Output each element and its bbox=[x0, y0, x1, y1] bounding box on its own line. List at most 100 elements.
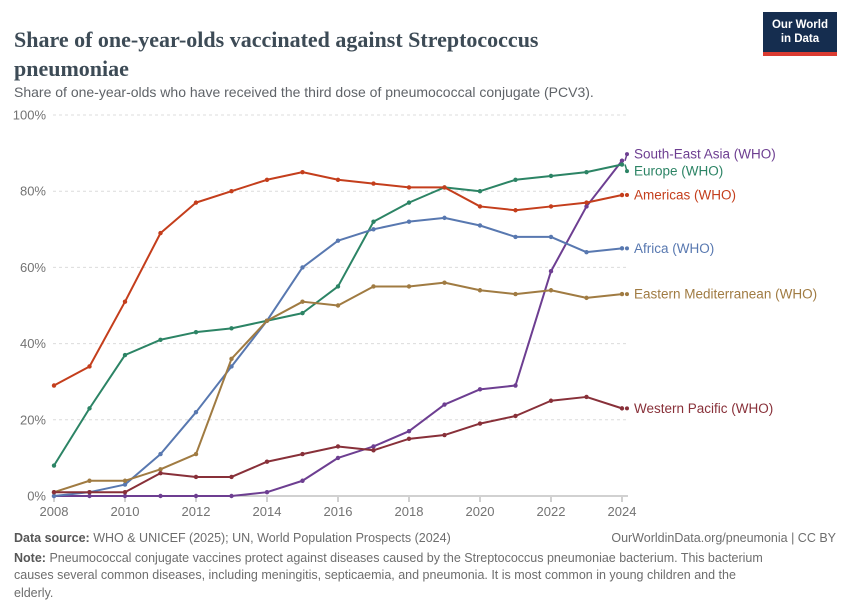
series-label-americas-who[interactable]: Americas (WHO) bbox=[634, 188, 736, 203]
data-point[interactable] bbox=[548, 398, 554, 403]
data-point[interactable] bbox=[87, 364, 92, 369]
data-point[interactable] bbox=[158, 493, 163, 499]
series-label-eastern-mediterranean-who[interactable]: Eastern Mediterranean (WHO) bbox=[634, 287, 817, 302]
data-point[interactable] bbox=[122, 299, 128, 304]
data-point[interactable] bbox=[264, 177, 270, 182]
data-point[interactable] bbox=[193, 493, 199, 499]
series-label-western-pacific-who[interactable]: Western Pacific (WHO) bbox=[634, 401, 773, 416]
data-point[interactable] bbox=[548, 234, 554, 240]
data-point[interactable] bbox=[442, 402, 447, 407]
series-label-south-east-asia-who[interactable]: South-East Asia (WHO) bbox=[634, 147, 776, 162]
data-point[interactable] bbox=[122, 352, 128, 358]
data-point[interactable] bbox=[406, 429, 412, 434]
data-point[interactable] bbox=[193, 451, 199, 457]
data-point[interactable] bbox=[264, 459, 270, 464]
data-point[interactable] bbox=[584, 169, 589, 175]
markers-americas-who[interactable] bbox=[51, 169, 625, 388]
data-point[interactable] bbox=[477, 223, 483, 228]
data-point[interactable] bbox=[477, 189, 483, 194]
data-point[interactable] bbox=[51, 463, 57, 468]
data-point[interactable] bbox=[229, 326, 234, 331]
data-point[interactable] bbox=[264, 489, 270, 495]
data-point[interactable] bbox=[335, 303, 341, 308]
data-point[interactable] bbox=[513, 291, 518, 297]
data-point[interactable] bbox=[300, 310, 305, 316]
data-point[interactable] bbox=[300, 169, 305, 175]
data-point[interactable] bbox=[548, 204, 554, 209]
data-point[interactable] bbox=[51, 493, 57, 499]
data-point[interactable] bbox=[477, 421, 483, 426]
data-point[interactable] bbox=[87, 478, 92, 483]
data-point[interactable] bbox=[87, 493, 92, 499]
data-point[interactable] bbox=[300, 451, 305, 457]
data-point[interactable] bbox=[619, 192, 625, 198]
data-point[interactable] bbox=[619, 158, 625, 163]
data-point[interactable] bbox=[548, 269, 554, 274]
data-point[interactable] bbox=[442, 215, 447, 221]
data-point[interactable] bbox=[87, 406, 92, 411]
data-point[interactable] bbox=[193, 329, 199, 335]
data-point[interactable] bbox=[584, 249, 589, 255]
data-point[interactable] bbox=[584, 295, 589, 301]
data-point[interactable] bbox=[300, 265, 305, 270]
data-point[interactable] bbox=[264, 318, 270, 323]
data-point[interactable] bbox=[51, 489, 57, 495]
data-point[interactable] bbox=[158, 467, 163, 472]
data-point[interactable] bbox=[229, 474, 234, 480]
data-point[interactable] bbox=[477, 204, 483, 209]
data-point[interactable] bbox=[335, 284, 341, 289]
data-point[interactable] bbox=[158, 337, 163, 342]
data-point[interactable] bbox=[193, 200, 199, 205]
data-point[interactable] bbox=[122, 478, 128, 483]
data-point[interactable] bbox=[122, 493, 128, 499]
data-point[interactable] bbox=[122, 489, 128, 495]
data-point[interactable] bbox=[442, 432, 447, 438]
data-point[interactable] bbox=[513, 234, 518, 240]
data-point[interactable] bbox=[158, 451, 163, 457]
data-point[interactable] bbox=[371, 444, 376, 449]
data-point[interactable] bbox=[513, 413, 518, 419]
data-point[interactable] bbox=[335, 455, 341, 461]
data-point[interactable] bbox=[229, 189, 234, 194]
data-point[interactable] bbox=[548, 173, 554, 179]
markers-south-east-asia-who[interactable] bbox=[51, 158, 625, 499]
data-point[interactable] bbox=[371, 448, 376, 453]
data-point[interactable] bbox=[229, 356, 234, 362]
data-point[interactable] bbox=[584, 200, 589, 205]
data-point[interactable] bbox=[371, 284, 376, 289]
data-point[interactable] bbox=[584, 204, 589, 209]
data-point[interactable] bbox=[122, 482, 128, 487]
line-africa-who[interactable] bbox=[53, 216, 623, 497]
data-point[interactable] bbox=[371, 227, 376, 232]
data-point[interactable] bbox=[406, 200, 412, 205]
data-point[interactable] bbox=[371, 181, 376, 186]
data-point[interactable] bbox=[442, 280, 447, 285]
data-point[interactable] bbox=[619, 246, 625, 251]
data-point[interactable] bbox=[193, 474, 199, 480]
markers-western-pacific-who[interactable] bbox=[51, 394, 625, 495]
data-point[interactable] bbox=[477, 288, 483, 293]
line-americas-who[interactable] bbox=[53, 171, 623, 387]
data-point[interactable] bbox=[300, 478, 305, 483]
data-point[interactable] bbox=[513, 177, 518, 182]
series-label-europe-who[interactable]: Europe (WHO) bbox=[634, 164, 723, 179]
data-point[interactable] bbox=[87, 489, 92, 495]
data-point[interactable] bbox=[406, 185, 412, 190]
data-point[interactable] bbox=[548, 288, 554, 293]
data-point[interactable] bbox=[584, 394, 589, 400]
data-point[interactable] bbox=[158, 230, 163, 236]
markers-africa-who[interactable] bbox=[51, 215, 625, 499]
data-point[interactable] bbox=[513, 208, 518, 213]
data-point[interactable] bbox=[229, 364, 234, 369]
data-point[interactable] bbox=[193, 409, 199, 415]
data-point[interactable] bbox=[300, 299, 305, 304]
data-point[interactable] bbox=[406, 284, 412, 289]
data-point[interactable] bbox=[477, 387, 483, 392]
data-point[interactable] bbox=[371, 219, 376, 224]
data-point[interactable] bbox=[335, 238, 341, 243]
attribution-link[interactable]: OurWorldinData.org/pneumonia | CC BY bbox=[611, 531, 836, 545]
data-point[interactable] bbox=[158, 470, 163, 476]
owid-logo[interactable]: Our World in Data bbox=[762, 12, 837, 56]
data-point[interactable] bbox=[406, 436, 412, 442]
data-point[interactable] bbox=[335, 177, 341, 182]
